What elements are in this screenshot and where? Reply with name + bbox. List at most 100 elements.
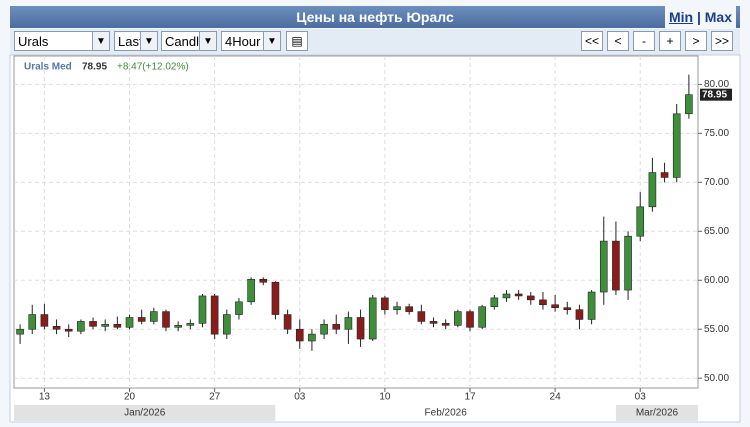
month-label: Jan/2026 bbox=[124, 408, 166, 419]
candle-body bbox=[381, 297, 389, 310]
x-tick-label: 17 bbox=[464, 392, 476, 403]
y-tick-label: 75.00 bbox=[704, 128, 729, 139]
candle-body bbox=[393, 306, 401, 310]
legend-last: 78.95 bbox=[82, 62, 107, 73]
month-band bbox=[615, 405, 698, 421]
candle-body bbox=[356, 317, 365, 340]
separator: | bbox=[696, 9, 701, 25]
candle-body bbox=[16, 328, 24, 335]
candle-body bbox=[563, 307, 572, 310]
candle-body bbox=[599, 240, 608, 293]
candle-body bbox=[368, 297, 377, 340]
candle-body bbox=[64, 328, 73, 332]
candle-body bbox=[526, 295, 535, 301]
select-text: Last bbox=[118, 34, 143, 49]
candle-body bbox=[174, 325, 182, 328]
candle-body bbox=[636, 206, 645, 237]
candle-body bbox=[514, 293, 523, 297]
symbol-select[interactable]: Urals ▼ bbox=[14, 31, 110, 51]
candle-body bbox=[429, 321, 438, 324]
select-text: Candle bbox=[165, 34, 207, 49]
month-label: Mar/2026 bbox=[636, 408, 679, 419]
select-text: Urals bbox=[18, 34, 49, 49]
candle-body bbox=[283, 314, 292, 330]
candle-body bbox=[295, 328, 304, 342]
min-link[interactable]: Min bbox=[668, 9, 694, 25]
candle-body bbox=[186, 323, 195, 326]
max-link[interactable]: Max bbox=[704, 9, 732, 25]
x-tick-label: 03 bbox=[294, 392, 306, 403]
candle-body bbox=[612, 240, 620, 291]
candle-body bbox=[89, 321, 97, 327]
title-bar: Цены на нефть Юралс Min | Max bbox=[10, 6, 740, 28]
y-tick-label: 55.00 bbox=[704, 324, 729, 335]
candle-body bbox=[137, 317, 146, 322]
candle-body bbox=[320, 324, 328, 335]
candle-body bbox=[344, 317, 353, 330]
nav-button[interactable]: + bbox=[659, 31, 681, 51]
x-tick-label: 27 bbox=[209, 392, 221, 403]
candle-body bbox=[247, 278, 255, 303]
y-tick-label: 60.00 bbox=[704, 275, 729, 286]
legend-name: Urals Med bbox=[24, 62, 72, 73]
candle-body bbox=[502, 293, 511, 299]
candle-body bbox=[490, 297, 499, 308]
select-text: 4Hour bbox=[225, 34, 261, 49]
month-band bbox=[14, 405, 276, 421]
candle-body bbox=[150, 311, 158, 322]
month-band bbox=[275, 405, 616, 421]
candle-body bbox=[466, 311, 474, 328]
candle-body bbox=[539, 299, 547, 306]
toolbar: Urals ▼ Last ▼ Candle ▼ 4Hour ▼ ▤ << < - + >… bbox=[10, 29, 740, 55]
candle-body bbox=[223, 314, 231, 335]
y-tick-label: 80.00 bbox=[704, 79, 729, 90]
candle-body bbox=[28, 314, 37, 330]
type-select[interactable]: Candle ▼ bbox=[161, 31, 217, 51]
x-tick-label: 03 bbox=[635, 392, 647, 403]
candle-body bbox=[587, 291, 596, 320]
candle-body bbox=[235, 301, 243, 315]
candle-body bbox=[575, 309, 584, 320]
legend-change: +8.47(+12.02%) bbox=[117, 62, 189, 73]
period-select[interactable]: 4Hour ▼ bbox=[221, 31, 281, 51]
candle-body bbox=[52, 326, 61, 330]
candle-body bbox=[551, 304, 559, 308]
x-tick-label: 10 bbox=[379, 392, 391, 403]
month-label: Feb/2026 bbox=[425, 408, 468, 419]
candle-body bbox=[210, 295, 219, 335]
candle-body bbox=[672, 113, 681, 178]
candle-body bbox=[441, 323, 450, 326]
candle-body bbox=[417, 311, 426, 322]
candle-body bbox=[332, 324, 341, 330]
candle-body bbox=[624, 235, 632, 291]
x-tick-label: 13 bbox=[39, 392, 51, 403]
candle-body bbox=[162, 311, 170, 328]
nav-button[interactable]: - bbox=[633, 31, 655, 51]
min-max: Min | Max bbox=[664, 6, 736, 28]
table-button[interactable]: ▤ bbox=[286, 31, 308, 51]
nav-button[interactable]: << bbox=[581, 31, 603, 51]
title: Цены на нефть Юралс bbox=[296, 9, 454, 25]
y-tick-label: 50.00 bbox=[704, 373, 729, 384]
candle-body bbox=[125, 317, 134, 328]
nav-button[interactable]: >> bbox=[711, 31, 733, 51]
candle-body bbox=[405, 306, 414, 312]
candle-body bbox=[101, 324, 109, 327]
candle-body bbox=[259, 278, 268, 283]
plot-area bbox=[13, 55, 699, 389]
candle-body bbox=[308, 333, 316, 342]
candle-body bbox=[454, 311, 462, 326]
y-tick-label: 70.00 bbox=[704, 177, 729, 188]
nav-button[interactable]: < bbox=[607, 31, 629, 51]
candle-body bbox=[198, 295, 207, 324]
candle-body bbox=[271, 281, 280, 315]
last-price-label: 78.95 bbox=[702, 89, 727, 100]
y-tick-label: 65.00 bbox=[704, 226, 729, 237]
nav-button[interactable]: > bbox=[685, 31, 707, 51]
candle-body bbox=[648, 172, 657, 208]
candle-body bbox=[77, 321, 85, 332]
candle-body bbox=[478, 306, 486, 328]
price-select[interactable]: Last ▼ bbox=[114, 31, 158, 51]
candle-body bbox=[113, 324, 122, 328]
